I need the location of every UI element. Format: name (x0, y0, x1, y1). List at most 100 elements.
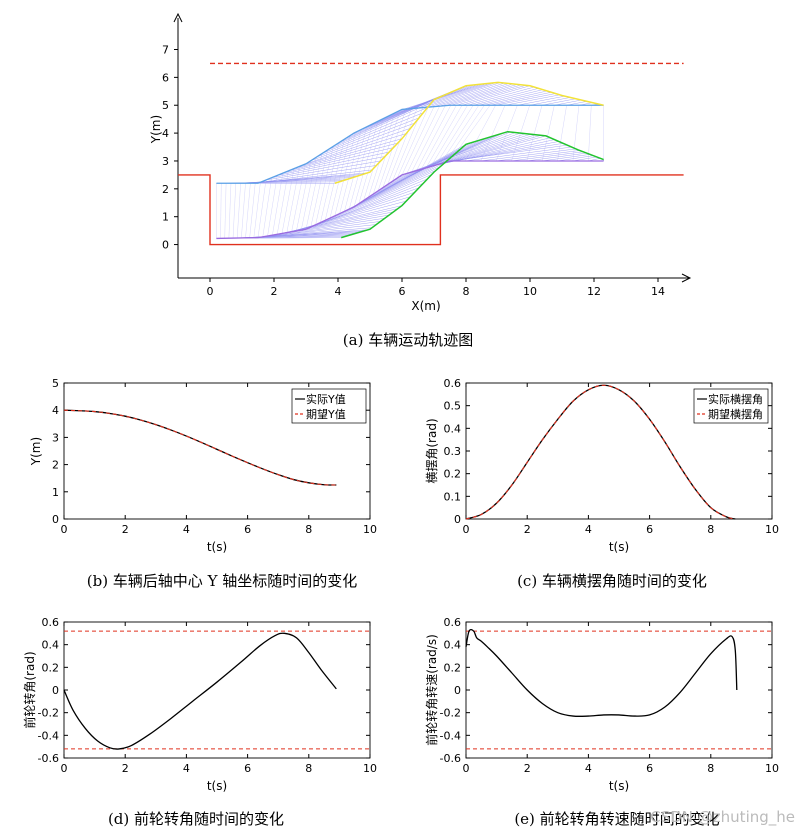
y-axis-label: Y(m) (29, 437, 43, 466)
x-tick-label: 2 (524, 762, 531, 775)
trajectory-ray-front (299, 133, 407, 167)
x-axis-arrow (681, 273, 692, 283)
trajectory-ray-link (397, 107, 429, 179)
trajectory-ray-link (281, 168, 295, 234)
x-tick-label: 4 (585, 762, 592, 775)
y-tick-label: 7 (162, 44, 169, 57)
trajectory-ray-link (465, 105, 496, 162)
trajectory-ray-front (271, 156, 385, 178)
trajectory-ray-front (333, 102, 432, 147)
y-tick-label: -0.6 (440, 752, 461, 765)
trajectory-ray-link (224, 183, 227, 239)
trajectory-ray-front (554, 99, 582, 106)
trajectory-ray-rear (511, 151, 584, 162)
y-tick-label: 6 (162, 71, 169, 84)
trajectory-ray-front (467, 86, 535, 106)
trajectory-ray-link (411, 105, 446, 173)
x-tick-label: 0 (463, 762, 470, 775)
x-tick-label: 6 (244, 762, 251, 775)
trajectory-ray-rear (572, 156, 597, 162)
trajectory-ray-rear (496, 150, 580, 162)
road-boundary (178, 174, 684, 246)
trajectory-ray-link (373, 110, 401, 195)
trajectory-ray-link (262, 177, 272, 237)
trajectory-ray-link (421, 105, 457, 170)
caption-d: (d) 前轮转角随时间的变化 (108, 810, 284, 828)
y-tick-label: 0.4 (42, 639, 60, 652)
y-tick-label: 0.3 (444, 445, 462, 458)
trajectory-ray-link (445, 105, 485, 163)
x-tick-label: 4 (335, 285, 342, 298)
trajectory-ray-link (358, 118, 384, 204)
y-tick-label: 0.4 (444, 639, 462, 652)
trajectory-ray-link (435, 105, 474, 166)
y-tick-label: -0.2 (440, 707, 461, 720)
trajectory-ray-link (368, 112, 395, 198)
y-tick-label: 1 (52, 486, 59, 499)
chart-e: 0 2 4 6 8 10 -0.6 -0.4 -0.2 0 0.2 0.4 0.6 t(s) 前轮转角转速(… (424, 616, 779, 793)
y-tick-label: 2 (162, 183, 169, 196)
trajectory-ray-link (349, 123, 373, 210)
trajectory-ray-front (260, 165, 377, 183)
x-tick-label: 10 (523, 285, 537, 298)
series-line-1 (63, 632, 337, 750)
x-tick-label: 2 (271, 285, 278, 298)
trajectory-ray-link (557, 105, 567, 161)
y-tick-label: 2 (52, 459, 59, 472)
trajectory-ray-link (416, 105, 451, 171)
trajectory-ray-link (334, 132, 356, 216)
y-tick-label: 0.4 (444, 422, 462, 435)
x-tick-label: 14 (651, 285, 665, 298)
trajectory-ray-rear (526, 152, 587, 162)
trajectory-ray-rear (401, 132, 521, 176)
y-tick-label: 0.6 (42, 616, 60, 629)
trajectory-ray-front (255, 169, 373, 184)
trajectory-ray-front (495, 93, 556, 106)
y-axis-label: 前轮转角(rad) (22, 651, 37, 728)
trajectory-ray-link (241, 183, 246, 238)
x-axis-label: t(s) (207, 540, 227, 554)
caption-a: (a) 车辆运动轨迹图 (343, 331, 473, 349)
trajectory-ray-rear (465, 146, 572, 162)
y-tick-label: 0.1 (444, 490, 462, 503)
caption-e: (e) 前轮转角转速随时间的变化 (514, 810, 719, 828)
trajectory-ray-link (301, 157, 317, 231)
y-tick-label: 0 (52, 684, 59, 697)
trajectory-ray-front (473, 88, 539, 106)
y-tick-label: 0 (454, 513, 461, 526)
x-tick-label: 4 (183, 762, 190, 775)
trajectory-ray-front (277, 151, 390, 176)
trajectory-ray-front (422, 82, 501, 108)
trajectory-ray-link (305, 153, 323, 230)
x-tick-label: 0 (463, 523, 470, 536)
legend-label: 期望横摆角 (708, 407, 763, 421)
x-tick-label: 8 (463, 285, 470, 298)
y-tick-label: 5 (162, 99, 169, 112)
trajectory-ray-link (495, 105, 518, 162)
trajectory-ray-rear (310, 178, 428, 228)
trajectory-ray-front (504, 94, 560, 106)
trajectory-ray-front (461, 85, 531, 106)
trajectory-ray-link (588, 105, 592, 161)
x-axis-label: t(s) (207, 779, 227, 793)
legend-label: 实际横摆角 (708, 392, 763, 406)
trajectory-ray-rear (406, 133, 526, 174)
x-tick-label: 10 (765, 762, 779, 775)
x-tick-label: 0 (207, 285, 214, 298)
trajectory-ray-link (325, 139, 345, 221)
x-axis-label: t(s) (609, 540, 629, 554)
trajectory-ray-front (428, 82, 505, 108)
trajectory-ray-link (320, 142, 339, 223)
y-tick-label: 3 (162, 155, 169, 168)
y-tick-label: 1 (162, 211, 169, 224)
trajectory-ray-link (480, 105, 506, 162)
trajectory-ray-link (344, 126, 367, 212)
x-tick-label: 0 (61, 762, 68, 775)
trajectory-ray-link (339, 129, 362, 214)
trajectory-ray-front (417, 82, 496, 109)
x-tick-label: 8 (707, 762, 714, 775)
x-tick-label: 6 (399, 285, 406, 298)
x-tick-label: 12 (587, 285, 601, 298)
y-tick-label: 0.2 (444, 468, 462, 481)
